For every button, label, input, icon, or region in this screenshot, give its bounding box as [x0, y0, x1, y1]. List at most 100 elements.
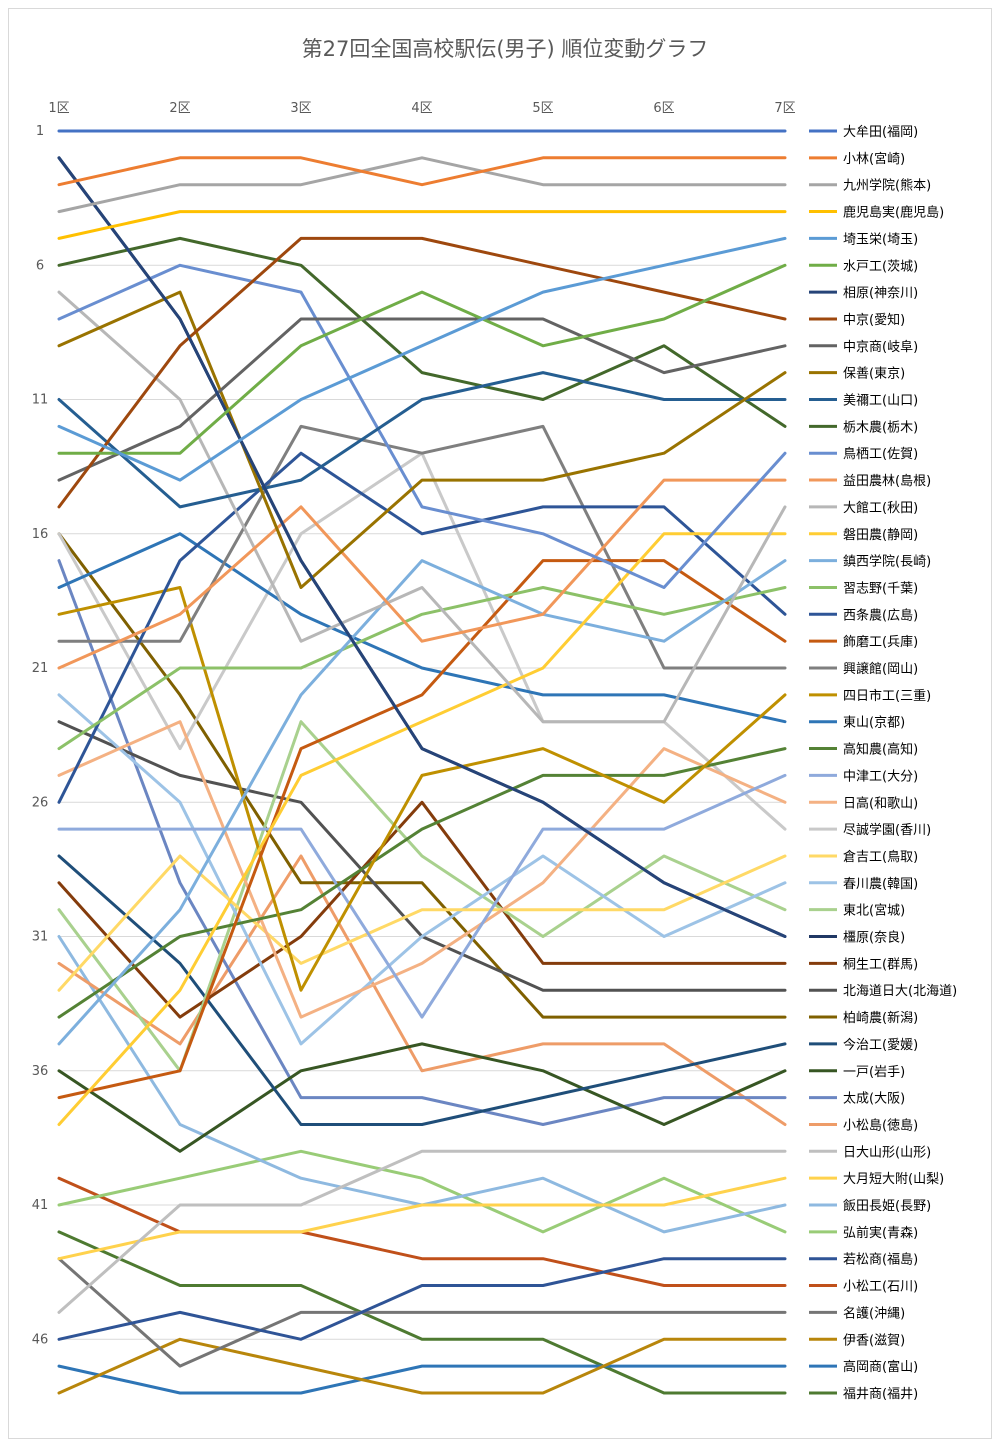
legend-label: 柏崎農(新潟) [843, 1010, 918, 1026]
x-tick-label: 4区 [411, 101, 432, 116]
series-line-42 [57, 1149, 787, 1234]
legend-item: 西条農(広島) [809, 607, 918, 623]
legend-label: 西条農(広島) [843, 607, 918, 623]
legend-item: 高岡商(富山) [809, 1359, 918, 1375]
series-line-46 [57, 1337, 787, 1395]
legend-label: 福井商(福井) [843, 1387, 918, 1402]
y-tick-label: 41 [32, 1198, 49, 1213]
x-tick-label: 3区 [290, 101, 311, 116]
legend-item: 春川農(韓国) [809, 877, 918, 892]
x-tick-label: 2区 [169, 101, 190, 116]
legend-item: 興譲館(岡山) [809, 661, 918, 677]
legend-item: 益田農林(島根) [809, 474, 931, 489]
legend-item: 尽誠学園(香川) [809, 822, 931, 838]
series-line-29 [57, 693, 787, 1046]
legend-item: 中京(愛知) [809, 312, 905, 328]
series-lines [57, 129, 787, 1395]
legend-item: 四日市工(三重) [809, 688, 931, 704]
y-tick-label: 16 [32, 527, 49, 542]
legend-item: 太成(大阪) [809, 1092, 905, 1107]
legend-label: 中京商(岐阜) [843, 339, 918, 355]
legend-label: 東北(宮城) [843, 903, 905, 919]
series-line-8 [57, 236, 787, 509]
legend-label: 若松商(福島) [843, 1252, 918, 1268]
series-line-22 [57, 586, 787, 992]
legend-label: 鳥栖工(佐賀) [843, 447, 918, 462]
y-tick-label: 46 [32, 1332, 49, 1347]
series-line-21 [57, 424, 787, 670]
legend-item: 若松商(福島) [809, 1252, 918, 1268]
legend-item: 東山(京都) [809, 715, 905, 731]
legend-label: 一戸(岩手) [843, 1065, 905, 1080]
series-line-15 [57, 290, 787, 724]
series-line-20 [57, 559, 787, 1100]
series-line-39 [57, 1149, 787, 1314]
legend-label: 飾磨工(兵庫) [843, 635, 918, 650]
legend-item: 保善(東京) [809, 366, 905, 382]
y-tick-label: 6 [36, 258, 44, 273]
legend-item: 日高(和歌山) [809, 795, 918, 811]
legend-label: 倉吉工(鳥取) [843, 850, 918, 865]
legend-label: 美禰工(山口) [843, 394, 918, 409]
series-line-2 [57, 156, 787, 187]
series-line-48 [57, 1230, 787, 1395]
legend-label: 小松工(石川) [843, 1280, 918, 1295]
legend-item: 高知農(高知) [809, 742, 918, 758]
legend-item: 鹿児島実(鹿児島) [809, 205, 944, 221]
legend-label: 保善(東京) [843, 366, 905, 382]
series-line-10 [57, 290, 787, 589]
legend-item: 弘前実(青森) [809, 1225, 918, 1241]
legend-label: 高知農(高知) [843, 742, 918, 758]
legend-item: 小林(宮崎) [809, 151, 905, 167]
legend-item: 中津工(大分) [809, 769, 918, 784]
legend-item: 飾磨工(兵庫) [809, 635, 918, 650]
legend-item: 飯田長姫(長野) [809, 1199, 931, 1214]
legend-label: 中京(愛知) [843, 312, 905, 328]
legend-label: 鎮西学院(長崎) [843, 554, 931, 570]
legend-label: 栃木農(栃木) [843, 420, 918, 435]
series-line-18 [57, 586, 787, 751]
series-line-12 [57, 236, 787, 428]
legend-label: 鹿児島実(鹿児島) [843, 205, 944, 221]
legend-item: 桐生工(群馬) [809, 957, 918, 972]
legend-label: 橿原(奈良) [843, 930, 905, 946]
legend-item: 相原(神奈川) [809, 286, 918, 301]
legend-label: 春川農(韓国) [843, 877, 918, 892]
series-line-38 [57, 854, 787, 1126]
legend-label: 大牟田(福岡) [843, 125, 918, 140]
legend-label: 習志野(千葉) [843, 581, 918, 596]
legend-item: 日大山形(山形) [809, 1145, 931, 1160]
y-tick-label: 36 [32, 1064, 49, 1079]
legend-item: 埼玉栄(埼玉) [809, 232, 918, 247]
legend-item: 鳥栖工(佐賀) [809, 447, 918, 462]
legend-label: 名護(沖縄) [843, 1305, 905, 1321]
legend-label: 東山(京都) [843, 715, 905, 731]
series-line-13 [57, 263, 787, 589]
legend-item: 大牟田(福岡) [809, 125, 918, 140]
x-tick-label: 5区 [532, 101, 553, 116]
legend-label: 小松島(徳島) [843, 1118, 918, 1133]
legend-label: 大月短大附(山梨) [843, 1172, 944, 1187]
legend-item: 橿原(奈良) [809, 930, 905, 946]
y-tick-label: 31 [32, 930, 49, 945]
legend-label: 水戸工(茨城) [843, 259, 918, 274]
legend-label: 興譲館(岡山) [843, 661, 918, 677]
legend-item: 名護(沖縄) [809, 1305, 905, 1321]
chart-title: 第27回全国高校駅伝(男子) 順位変動グラフ [302, 37, 709, 61]
legend-label: 尽誠学園(香川) [843, 822, 931, 838]
chart-frame [8, 8, 992, 1439]
series-line-37 [57, 559, 787, 1126]
legend-label: 磐田農(静岡) [843, 528, 918, 543]
legend-item: 大月短大附(山梨) [809, 1172, 944, 1187]
legend-item: 習志野(千葉) [809, 581, 918, 596]
series-line-32 [57, 800, 787, 1019]
legend-item: 鎮西学院(長崎) [809, 554, 931, 570]
legend-label: 日高(和歌山) [843, 795, 918, 811]
series-line-41 [57, 935, 787, 1234]
legend-label: 九州学院(熊本) [843, 178, 931, 194]
y-tick-label: 1 [36, 124, 44, 139]
legend-item: 磐田農(静岡) [809, 528, 918, 543]
x-tick-label: 1区 [48, 101, 69, 116]
legend-label: 相原(神奈川) [843, 286, 918, 301]
